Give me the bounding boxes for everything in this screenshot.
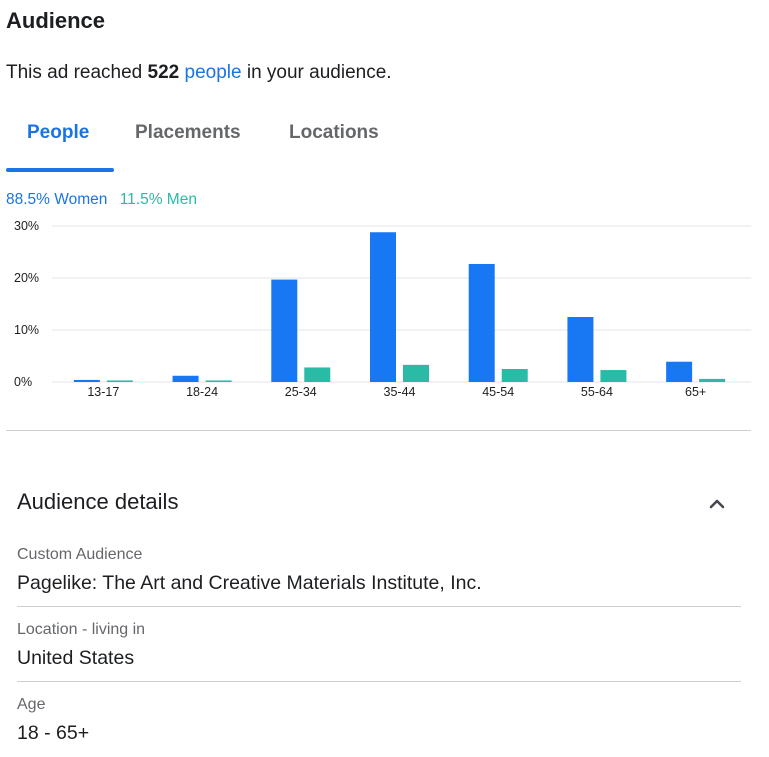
x-tick-label: 65+ (685, 385, 706, 399)
tab-placements[interactable]: Placements (135, 122, 241, 143)
gender-legend: 88.5% Women 11.5% Men (6, 191, 197, 209)
chevron-up-icon[interactable] (703, 490, 731, 518)
men-bar-55-64 (600, 370, 627, 382)
x-tick-label: 13-17 (87, 385, 119, 399)
reach-prefix: This ad reached (6, 62, 148, 83)
active-tab-indicator (6, 168, 114, 172)
age-gender-bar-chart: 0% 10% 20% 30% 13-17 18-24 25-34 35-44 45-54 55-6… (14, 219, 751, 399)
men-bar-45-54 (501, 369, 528, 382)
women-bar-55-64 (567, 317, 594, 382)
people-link[interactable]: people (184, 62, 242, 83)
women-bar-25-34 (271, 279, 298, 382)
location-value: United States (17, 647, 135, 669)
audience-tabs: People Placements Locations (6, 108, 751, 174)
location-label: Location - living in (17, 621, 146, 638)
reach-count: 522 (147, 62, 180, 83)
x-tick-label: 55-64 (581, 385, 613, 399)
men-bar-25-34 (304, 367, 331, 382)
age-value: 18 - 65+ (17, 722, 90, 744)
audience-details-title: Audience details (17, 489, 179, 514)
men-bar-13-17 (106, 380, 133, 382)
custom-audience-label: Custom Audience (17, 546, 143, 563)
row-divider (17, 681, 741, 682)
women-bar-13-17 (73, 379, 100, 382)
y-tick-label: 0% (14, 375, 32, 389)
women-bar-35-44 (370, 232, 396, 382)
x-tick-label: 18-24 (186, 385, 218, 399)
men-bar-18-24 (205, 380, 232, 382)
tab-people[interactable]: People (27, 122, 90, 143)
women-bar-65+ (666, 361, 693, 382)
women-bar-45-54 (468, 263, 495, 382)
y-tick-label: 20% (14, 271, 39, 285)
x-tick-label: 45-54 (482, 385, 514, 399)
row-divider (17, 606, 741, 607)
section-divider (6, 430, 751, 431)
legend-women: 88.5% Women (6, 191, 108, 208)
x-tick-label: 35-44 (384, 385, 416, 399)
women-bar-18-24 (172, 375, 199, 382)
tab-locations[interactable]: Locations (289, 122, 379, 143)
men-bar-35-44 (403, 364, 429, 382)
men-bar-65+ (699, 378, 726, 382)
audience-title: Audience (6, 8, 106, 33)
legend-men: 11.5% Men (119, 191, 197, 208)
reach-suffix: in your audience. (241, 62, 392, 83)
y-tick-label: 30% (14, 219, 39, 233)
reach-summary: This ad reached 522 people in your audie… (6, 62, 392, 84)
y-tick-label: 10% (14, 323, 39, 337)
x-tick-label: 25-34 (285, 385, 317, 399)
age-label: Age (17, 696, 46, 713)
custom-audience-value: Pagelike: The Art and Creative Materials… (17, 572, 482, 594)
